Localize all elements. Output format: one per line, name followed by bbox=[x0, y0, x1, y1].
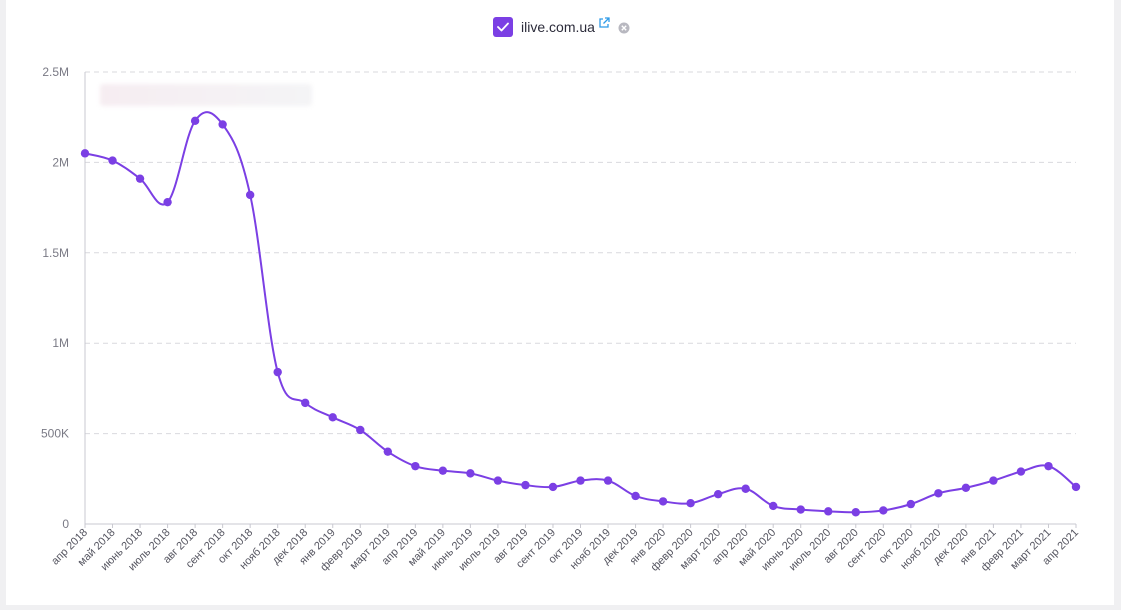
remove-icon[interactable] bbox=[618, 22, 630, 34]
data-point[interactable] bbox=[906, 499, 916, 509]
y-axis: 0 500K 1M 1.5M 2M 2.5M bbox=[41, 65, 69, 531]
data-point[interactable] bbox=[521, 480, 530, 490]
data-point[interactable] bbox=[713, 489, 723, 499]
external-link-icon[interactable] bbox=[598, 17, 610, 29]
grid bbox=[84, 71, 1076, 525]
data-point[interactable] bbox=[851, 508, 860, 517]
series-line bbox=[84, 111, 1077, 514]
data-point[interactable] bbox=[493, 476, 503, 485]
data-point[interactable] bbox=[301, 398, 310, 408]
data-point[interactable] bbox=[328, 413, 337, 422]
data-point[interactable] bbox=[961, 483, 971, 493]
data-point[interactable] bbox=[108, 156, 117, 165]
data-point[interactable] bbox=[163, 197, 172, 207]
data-point[interactable] bbox=[190, 116, 200, 126]
data-point[interactable] bbox=[438, 466, 448, 475]
data-point[interactable] bbox=[383, 447, 393, 456]
data-point[interactable] bbox=[548, 482, 558, 492]
legend: ilive.com.ua bbox=[0, 17, 1121, 37]
data-point[interactable] bbox=[824, 507, 833, 516]
data-point[interactable] bbox=[631, 491, 640, 501]
data-point[interactable] bbox=[686, 499, 695, 508]
domain-checkbox[interactable] bbox=[493, 17, 514, 37]
data-point[interactable] bbox=[135, 174, 145, 183]
data-point[interactable] bbox=[1016, 467, 1026, 476]
y-tick-label: 1.5M bbox=[42, 246, 69, 260]
data-point[interactable] bbox=[218, 120, 227, 129]
domain-label[interactable]: ilive.com.ua bbox=[521, 19, 595, 35]
data-point[interactable] bbox=[603, 476, 613, 485]
y-tick-label: 2M bbox=[52, 155, 69, 169]
data-point[interactable] bbox=[576, 476, 585, 485]
data-point[interactable] bbox=[80, 149, 90, 158]
data-point[interactable] bbox=[768, 501, 778, 511]
data-point[interactable] bbox=[796, 505, 805, 514]
data-point[interactable] bbox=[934, 489, 943, 498]
data-point[interactable] bbox=[356, 425, 365, 435]
y-tick-label: 0 bbox=[62, 517, 69, 531]
data-point[interactable] bbox=[245, 190, 255, 200]
data-point[interactable] bbox=[1044, 461, 1053, 471]
data-point[interactable] bbox=[273, 367, 282, 377]
y-tick-label: 1M bbox=[52, 336, 69, 350]
data-point[interactable] bbox=[879, 506, 888, 515]
data-point[interactable] bbox=[411, 461, 420, 471]
data-point[interactable] bbox=[989, 476, 998, 485]
blurred-annotation bbox=[100, 84, 312, 106]
y-tick-label: 500K bbox=[41, 427, 69, 441]
data-point[interactable] bbox=[741, 484, 750, 493]
legend-item: ilive.com.ua bbox=[493, 17, 630, 37]
data-point[interactable] bbox=[1071, 482, 1081, 492]
checkmark-icon bbox=[497, 22, 509, 32]
y-tick-label: 2.5M bbox=[42, 65, 69, 79]
data-points bbox=[80, 116, 1081, 517]
data-point[interactable] bbox=[658, 497, 668, 506]
data-point[interactable] bbox=[466, 469, 475, 478]
